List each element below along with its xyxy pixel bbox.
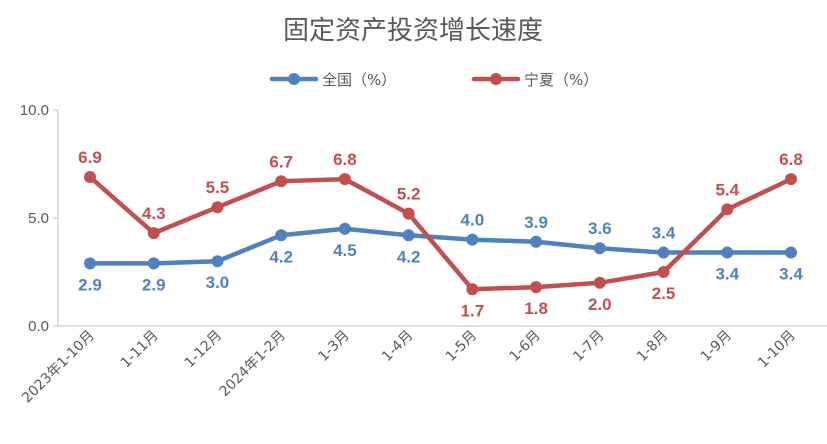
data-label: 6.7 bbox=[269, 152, 293, 171]
series-line bbox=[87, 226, 794, 266]
data-label: 3.0 bbox=[206, 273, 230, 292]
data-point bbox=[466, 283, 479, 296]
legend: 全国（%） 宁夏（%） bbox=[269, 71, 598, 89]
data-point bbox=[402, 229, 415, 242]
x-tick-label: 1-5月 bbox=[443, 328, 480, 365]
data-point bbox=[275, 175, 288, 188]
data-label: 5.2 bbox=[397, 185, 421, 204]
data-label: 1.8 bbox=[524, 299, 548, 318]
data-point bbox=[530, 235, 543, 248]
x-tick-label: 2023年1-10月 bbox=[19, 328, 98, 407]
data-point bbox=[593, 242, 606, 255]
data-point bbox=[84, 257, 96, 270]
legend-marker bbox=[288, 73, 300, 85]
legend-item-0: 全国（%） bbox=[269, 71, 396, 89]
data-label: 4.2 bbox=[269, 247, 293, 266]
y-tick-label: 10.0 bbox=[20, 102, 49, 119]
data-point bbox=[785, 246, 797, 259]
data-label: 3.6 bbox=[588, 219, 612, 238]
y-axis: 0.0 5.0 10.0 bbox=[20, 102, 59, 335]
series-layer bbox=[84, 170, 797, 296]
series-0 bbox=[84, 222, 797, 270]
data-point bbox=[657, 266, 670, 278]
data-label: 2.9 bbox=[142, 275, 166, 294]
data-label: 2.0 bbox=[588, 295, 612, 314]
data-label: 4.0 bbox=[461, 211, 485, 230]
legend-marker bbox=[490, 73, 502, 85]
data-label: 2.9 bbox=[78, 275, 102, 294]
x-tick-label: 1-7月 bbox=[570, 328, 607, 365]
y-tick-label: 0.0 bbox=[28, 318, 49, 335]
x-tick-label: 2024年1-2月 bbox=[217, 328, 289, 400]
data-label: 3.9 bbox=[524, 213, 548, 232]
x-tick-label: 1-3月 bbox=[315, 328, 352, 365]
data-point bbox=[721, 246, 734, 259]
series-1 bbox=[84, 170, 797, 296]
x-tick-label: 1-10月 bbox=[755, 328, 799, 372]
data-point bbox=[84, 170, 96, 183]
data-point bbox=[593, 276, 606, 289]
data-label: 3.4 bbox=[779, 265, 803, 284]
data-label: 1.7 bbox=[461, 301, 485, 320]
data-point bbox=[402, 207, 415, 220]
data-labels: 2.9 2.9 3.0 4.2 4.5 4.2 4.0 3.9 3.6 3.4 3.4 3.4 6.9 4… bbox=[78, 148, 803, 320]
data-point bbox=[657, 246, 670, 259]
data-label: 6.9 bbox=[78, 148, 102, 167]
data-point bbox=[785, 173, 797, 186]
data-label: 6.8 bbox=[333, 150, 357, 169]
data-point bbox=[721, 203, 734, 216]
data-point bbox=[338, 222, 351, 235]
data-label: 4.5 bbox=[333, 241, 357, 260]
legend-item-1: 宁夏（%） bbox=[471, 71, 598, 89]
data-label: 5.4 bbox=[715, 180, 739, 199]
data-label: 4.3 bbox=[142, 204, 166, 223]
x-tick-label: 1-4月 bbox=[379, 328, 416, 365]
data-label: 3.4 bbox=[715, 265, 739, 284]
data-label: 3.4 bbox=[652, 224, 676, 243]
x-tick-label: 1-12月 bbox=[182, 328, 226, 372]
data-point bbox=[147, 257, 160, 270]
data-label: 2.5 bbox=[652, 284, 676, 303]
chart-title: 固定资产投资增长速度 bbox=[283, 16, 543, 46]
legend-label: 全国（%） bbox=[322, 71, 396, 89]
data-point bbox=[466, 233, 479, 246]
series-line bbox=[87, 174, 794, 292]
data-label: 5.5 bbox=[206, 178, 230, 197]
x-tick-label: 1-9月 bbox=[698, 328, 735, 365]
y-tick-label: 5.0 bbox=[28, 210, 49, 227]
data-point bbox=[211, 255, 224, 268]
x-tick-label: 1-6月 bbox=[507, 328, 544, 365]
data-label: 6.8 bbox=[779, 150, 803, 169]
legend-label: 宁夏（%） bbox=[524, 71, 598, 89]
data-point bbox=[147, 227, 160, 240]
data-point bbox=[275, 229, 288, 242]
x-tick-label: 1-11月 bbox=[118, 328, 162, 372]
data-point bbox=[211, 201, 224, 214]
data-point bbox=[530, 281, 543, 294]
data-label: 4.2 bbox=[397, 247, 421, 266]
data-point bbox=[338, 173, 351, 186]
x-tick-label: 1-8月 bbox=[634, 328, 671, 365]
